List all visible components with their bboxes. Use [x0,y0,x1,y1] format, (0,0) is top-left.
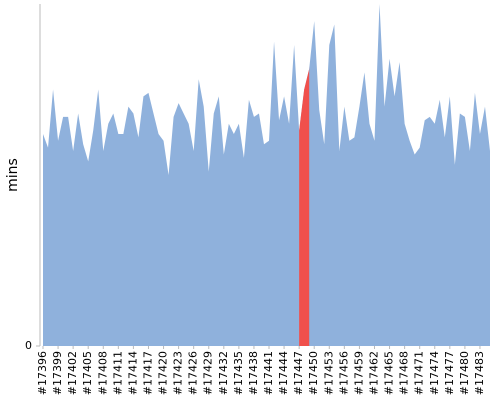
x-tick-label: #17465 [383,351,396,395]
x-tick-label: #17450 [307,351,320,395]
x-tick-label: #17426 [187,351,200,395]
y-tick-label: 0 [25,339,32,352]
x-tick-label: #17459 [352,351,365,395]
x-tick-label: #17396 [36,351,49,395]
x-tick-label: #17438 [247,351,260,395]
x-tick-label: #17447 [292,351,305,395]
x-tick-label: #17408 [96,351,109,395]
x-tick-label: #17468 [398,351,411,395]
x-tick-label: #17477 [443,351,456,395]
x-tick-label: #17444 [277,351,290,395]
x-tick-label: #17399 [51,351,64,395]
x-tick-label: #17423 [172,351,185,395]
x-tick-label: #17417 [141,351,154,395]
highlight-area [299,68,310,346]
x-tick-label: #17429 [202,351,215,395]
x-tick-label: #17414 [126,351,139,395]
x-tick-label: #17405 [81,351,94,395]
x-tick-label: #17462 [367,351,380,395]
y-axis-label: mins [5,158,21,192]
x-tick-label: #17420 [157,351,170,395]
x-tick-label: #17435 [232,351,245,395]
x-tick-label: #17480 [458,351,471,395]
x-tick-label: #17474 [428,351,441,395]
x-tick-label: #17456 [337,351,350,395]
x-tick-label: #17483 [473,351,486,395]
area [43,4,490,346]
x-tick-label: #17441 [262,351,275,395]
x-tick-label: #17471 [413,351,426,395]
x-tick-label: #17432 [217,351,230,395]
x-tick-label: #17411 [111,351,124,395]
x-tick-label: #17402 [66,351,79,395]
x-tick-label: #17453 [322,351,335,395]
